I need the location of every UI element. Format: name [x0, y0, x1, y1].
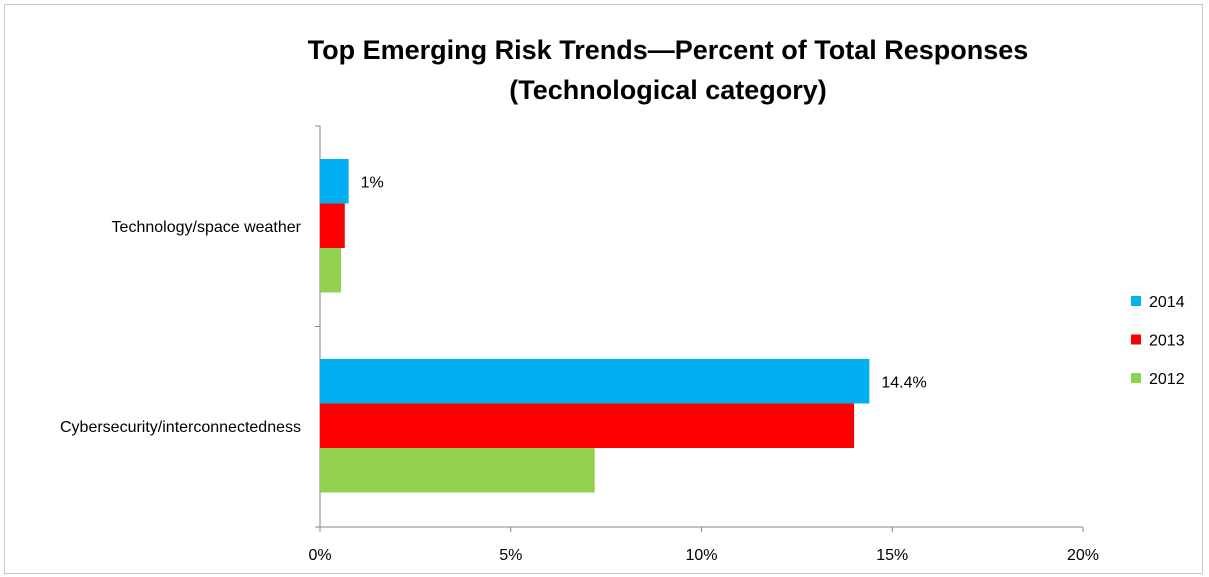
legend-label: 2013 [1149, 333, 1185, 350]
category-label: Technology/space weather [112, 219, 302, 236]
legend-swatch-2014 [1131, 296, 1141, 306]
data-label: 1% [361, 174, 384, 191]
legend-swatch-2012 [1131, 373, 1141, 383]
x-tick-label: 20% [1067, 547, 1099, 564]
x-tick-label: 5% [499, 547, 522, 564]
x-tick-label: 15% [876, 547, 908, 564]
bar-2013 [320, 203, 345, 248]
data-label: 14.4% [881, 374, 926, 391]
plot-area: 0% 5% 10% 15% 20% Technology/space weather Cyb… [60, 125, 1099, 564]
bar-2012 [320, 248, 341, 293]
x-tick-label: 0% [308, 547, 331, 564]
bar-2013 [320, 403, 855, 448]
category-label: Cybersecurity/interconnectedness [60, 419, 301, 436]
legend-label: 2014 [1149, 294, 1185, 311]
bar-2012 [320, 448, 595, 493]
chart-title-line-1: Top Emerging Risk Trends—Percent of Tota… [308, 35, 1029, 65]
legend-label: 2012 [1149, 371, 1185, 388]
bar-2014 [320, 159, 349, 204]
bar-2014 [320, 359, 870, 404]
legend: 2014 2013 2012 [1131, 294, 1185, 388]
chart-title-line-2: (Technological category) [509, 75, 827, 105]
x-tick-label: 10% [685, 547, 717, 564]
chart-frame [4, 4, 1203, 574]
legend-swatch-2013 [1131, 334, 1141, 345]
